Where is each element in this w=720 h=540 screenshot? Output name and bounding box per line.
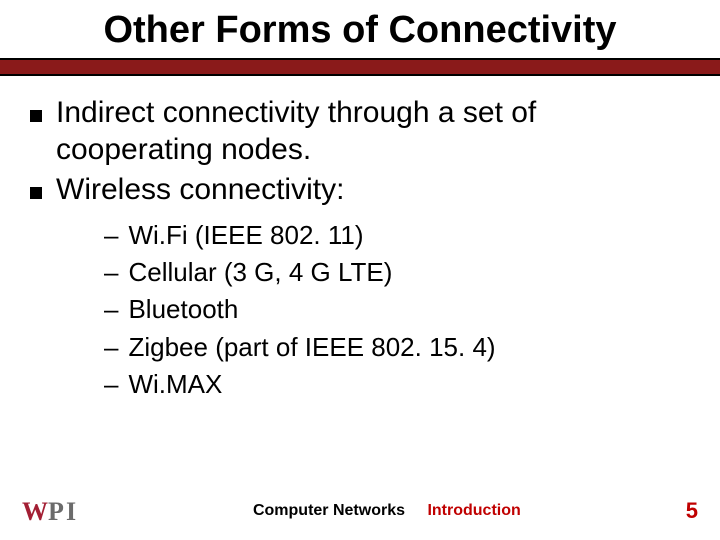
sub-bullet-item: – Cellular (3 G, 4 G LTE) bbox=[104, 255, 690, 290]
slide: Other Forms of Connectivity Indirect con… bbox=[0, 0, 720, 540]
title-container: Other Forms of Connectivity bbox=[0, 0, 720, 58]
sub-bullet-item: – Bluetooth bbox=[104, 292, 690, 327]
sub-bullet-text: Wi.Fi (IEEE 802. 11) bbox=[128, 218, 363, 253]
dash-icon: – bbox=[104, 294, 118, 325]
square-bullet-icon bbox=[30, 110, 42, 122]
sub-bullet-text: Wi.MAX bbox=[128, 367, 222, 402]
svg-text:I: I bbox=[66, 497, 76, 526]
wpi-logo-icon: W P I bbox=[22, 496, 88, 526]
dash-icon: – bbox=[104, 369, 118, 400]
dash-icon: – bbox=[104, 257, 118, 288]
page-number: 5 bbox=[686, 498, 698, 524]
bullet-text: Wireless connectivity: bbox=[56, 171, 344, 209]
footer-course-name: Computer Networks bbox=[253, 502, 405, 519]
bullet-text: Indirect connectivity through a set of c… bbox=[56, 94, 690, 169]
svg-text:W: W bbox=[22, 497, 48, 526]
bullet-item: Indirect connectivity through a set of c… bbox=[30, 94, 690, 169]
sub-bullet-text: Bluetooth bbox=[128, 292, 238, 327]
footer-center: Computer Networks Introduction bbox=[88, 502, 686, 520]
slide-title: Other Forms of Connectivity bbox=[20, 10, 700, 52]
content-area: Indirect connectivity through a set of c… bbox=[0, 76, 720, 402]
sub-bullet-item: – Zigbee (part of IEEE 802. 15. 4) bbox=[104, 330, 690, 365]
footer-section-name: Introduction bbox=[427, 502, 520, 519]
dash-icon: – bbox=[104, 220, 118, 251]
sub-bullet-item: – Wi.MAX bbox=[104, 367, 690, 402]
sub-bullet-list: – Wi.Fi (IEEE 802. 11) – Cellular (3 G, … bbox=[104, 218, 690, 401]
sub-bullet-text: Cellular (3 G, 4 G LTE) bbox=[128, 255, 392, 290]
footer: W P I Computer Networks Introduction 5 bbox=[0, 496, 720, 526]
title-underline-bar bbox=[0, 58, 720, 76]
sub-bullet-text: Zigbee (part of IEEE 802. 15. 4) bbox=[128, 330, 495, 365]
square-bullet-icon bbox=[30, 187, 42, 199]
dash-icon: – bbox=[104, 332, 118, 363]
svg-text:P: P bbox=[48, 497, 64, 526]
sub-bullet-item: – Wi.Fi (IEEE 802. 11) bbox=[104, 218, 690, 253]
bullet-item: Wireless connectivity: bbox=[30, 171, 690, 209]
